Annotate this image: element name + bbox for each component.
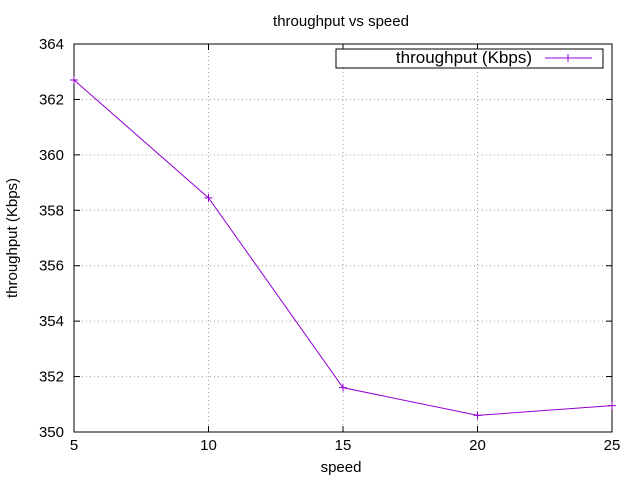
y-tick-label: 362: [39, 91, 64, 108]
y-axis-tick-labels: 350 352 354 356 358 360 362 364: [39, 36, 64, 441]
data-point-marker: [473, 411, 482, 420]
data-point-marker: [70, 76, 78, 85]
x-tick-label: 5: [70, 437, 78, 454]
x-axis-label: speed: [321, 459, 362, 476]
axis-ticks: [73, 43, 613, 433]
x-tick-label: 10: [200, 437, 217, 454]
data-point-marker: [608, 401, 616, 410]
y-tick-label: 352: [39, 369, 64, 386]
grid-lines: [74, 44, 612, 432]
legend-marker-plus: [564, 54, 572, 62]
y-axis-label: throughput (Kbps): [4, 178, 21, 298]
y-tick-label: 356: [39, 258, 64, 275]
data-series: [70, 76, 616, 420]
y-tick-label: 358: [39, 202, 64, 219]
x-axis-tick-labels: 5 10 15 20 25: [70, 437, 621, 454]
legend-series-marker: [564, 54, 572, 62]
data-point-marker: [204, 193, 213, 202]
chart-title: throughput vs speed: [273, 13, 409, 30]
data-point-marker: [339, 383, 347, 392]
x-tick-label: 20: [469, 437, 486, 454]
x-tick-label: 25: [604, 437, 621, 454]
y-tick-label: 354: [39, 313, 64, 330]
legend: throughput (Kbps): [335, 48, 604, 69]
legend-series-label: throughput (Kbps): [396, 48, 532, 67]
y-tick-label: 350: [39, 424, 64, 441]
x-tick-label: 15: [335, 437, 352, 454]
y-tick-label: 364: [39, 36, 64, 53]
y-tick-label: 360: [39, 147, 64, 164]
legend-box: [335, 48, 604, 69]
